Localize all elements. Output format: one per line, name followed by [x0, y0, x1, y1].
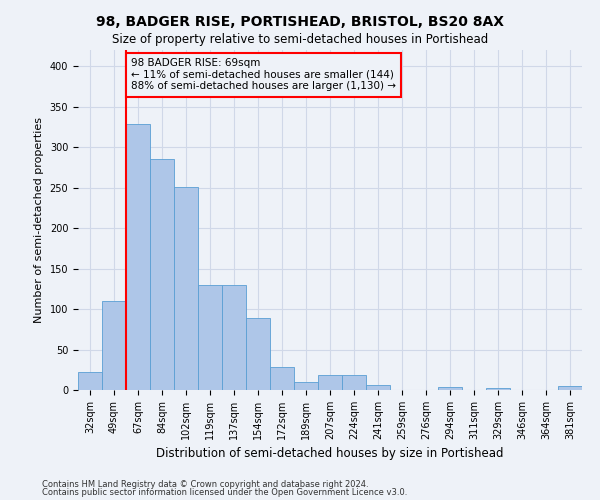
X-axis label: Distribution of semi-detached houses by size in Portishead: Distribution of semi-detached houses by … — [156, 448, 504, 460]
Bar — [102, 301, 126, 390]
Bar — [366, 385, 390, 390]
Text: Contains public sector information licensed under the Open Government Licence v3: Contains public sector information licen… — [42, 488, 407, 497]
Bar — [294, 382, 318, 390]
Text: Contains HM Land Registry data © Crown copyright and database right 2024.: Contains HM Land Registry data © Crown c… — [42, 480, 368, 489]
Bar — [150, 160, 174, 390]
Bar — [126, 124, 150, 390]
Bar — [486, 388, 510, 390]
Text: 98 BADGER RISE: 69sqm
← 11% of semi-detached houses are smaller (144)
88% of sem: 98 BADGER RISE: 69sqm ← 11% of semi-deta… — [131, 58, 396, 92]
Bar — [246, 318, 270, 390]
Bar — [222, 285, 246, 390]
Bar — [270, 368, 294, 390]
Bar — [198, 285, 222, 390]
Bar — [342, 374, 366, 390]
Bar — [174, 187, 198, 390]
Bar — [78, 372, 102, 390]
Text: Size of property relative to semi-detached houses in Portishead: Size of property relative to semi-detach… — [112, 32, 488, 46]
Text: 98, BADGER RISE, PORTISHEAD, BRISTOL, BS20 8AX: 98, BADGER RISE, PORTISHEAD, BRISTOL, BS… — [96, 15, 504, 29]
Bar — [558, 386, 582, 390]
Y-axis label: Number of semi-detached properties: Number of semi-detached properties — [34, 117, 44, 323]
Bar — [438, 387, 462, 390]
Bar — [318, 374, 342, 390]
